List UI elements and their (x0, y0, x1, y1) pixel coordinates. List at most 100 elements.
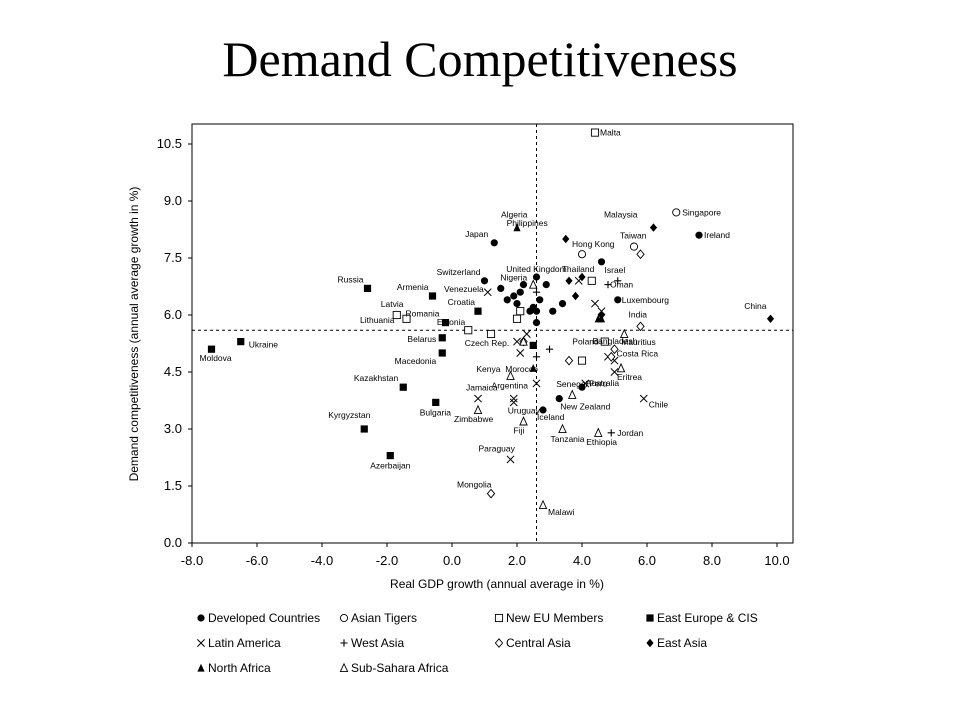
point-label: Fiji (514, 425, 525, 435)
legend-item: Sub-Sahara Africa (339, 661, 449, 675)
data-point (490, 239, 498, 247)
data-point (545, 345, 554, 353)
x-tick-label: 6.0 (638, 553, 656, 568)
point-label: Nigeria (500, 273, 527, 283)
x-tick-label: -8.0 (181, 553, 203, 568)
data-point (538, 499, 548, 510)
legend-label: New EU Members (506, 611, 603, 625)
slide-title: Demand Competitiveness (222, 31, 738, 87)
data-point (591, 299, 599, 308)
data-point (590, 128, 600, 137)
data-point (607, 351, 616, 362)
legend-marker (197, 639, 205, 647)
data-point (529, 341, 537, 349)
legend-label: North Africa (208, 661, 271, 675)
data-point (532, 288, 541, 296)
legend-item: East Asia (646, 636, 707, 650)
data-point (486, 488, 496, 499)
data-point (513, 223, 521, 232)
data-point (519, 281, 528, 289)
data-point (506, 370, 515, 380)
point-label: Singapore (682, 207, 721, 217)
legend-label: Developed Countries (208, 611, 320, 625)
y-axis-title: Demand competitiveness (annual average g… (127, 187, 141, 482)
data-point (614, 296, 622, 304)
legend-label: East Europe & CIS (657, 611, 758, 625)
data-point (480, 277, 489, 285)
point-label: Hong Kong (572, 239, 615, 249)
data-point (516, 307, 525, 316)
data-point (587, 276, 596, 285)
point-label: Macedonia (395, 356, 437, 366)
series-north-africa: Algeria Morocco (501, 210, 606, 374)
axis-ticks: -8.0 -6.0 -4.0 -2.0 0.0 2.0 4.0 6.0 8.0 10.0 0.0 1.… (157, 136, 790, 568)
plot-area (191, 123, 794, 544)
x-tick-label: -2.0 (376, 553, 398, 568)
point-label: Ireland (704, 230, 730, 240)
data-point (539, 406, 547, 414)
data-point (237, 338, 245, 346)
point-label: Eritrea (617, 372, 642, 382)
y-tick-label: 6.0 (164, 307, 182, 322)
point-label: Israel (605, 265, 626, 275)
point-label: Belarus (407, 334, 436, 344)
data-point (532, 353, 541, 361)
data-point (360, 425, 368, 433)
series-east-asia: Philippines Malaysia Thailand China (507, 210, 775, 323)
data-point (503, 296, 511, 304)
point-label: Senegal (556, 379, 587, 389)
data-point (639, 394, 648, 403)
data-point (519, 336, 528, 346)
data-point (614, 277, 622, 285)
data-point (473, 404, 483, 415)
point-label: Russia (338, 274, 364, 284)
y-tick-label: 1.5 (164, 478, 182, 493)
point-label: Mongolia (457, 480, 492, 490)
data-point (610, 368, 619, 376)
x-tick-label: -4.0 (311, 553, 333, 568)
legend-item: Asian Tigers (339, 611, 417, 625)
point-label: Paraguay (479, 443, 516, 453)
point-label: United Kingdom (506, 264, 566, 274)
x-tick-label: 4.0 (573, 553, 591, 568)
point-label: Mauritius (621, 337, 655, 347)
data-point (532, 273, 541, 281)
data-point (516, 349, 525, 357)
point-label: Philippines (507, 218, 548, 228)
series-sub-sahara-africa: Nigeria Mauritius Eritrea Kenya Senegal Zimba… (454, 273, 656, 517)
data-point (474, 394, 482, 403)
data-point (577, 356, 587, 365)
legend-marker (494, 638, 504, 648)
data-point (399, 383, 407, 391)
data-point (542, 281, 550, 289)
data-point (636, 321, 645, 332)
point-label: Venezuela (444, 284, 484, 294)
point-label: Thailand (562, 264, 595, 274)
point-label: Bulgaria (420, 407, 451, 417)
series-east-europe-cis: Russia Armenia Croatia Romania Belarus Macedo… (200, 274, 537, 471)
data-point (536, 296, 544, 304)
legend-label: Central Asia (506, 636, 571, 650)
legend-label: Asian Tigers (351, 611, 417, 625)
point-label: Switzerland (437, 267, 481, 277)
x-tick-label: 2.0 (508, 553, 526, 568)
point-label: Bangladesh (593, 336, 638, 346)
y-tick-label: 3.0 (164, 421, 182, 436)
point-label: Croatia (448, 297, 476, 307)
point-label: Iceland (537, 412, 565, 422)
data-point (581, 379, 590, 388)
data-point (629, 242, 639, 251)
data-point (577, 250, 587, 259)
data-point (610, 344, 619, 355)
series-developed-countries: Japan Switzerland Ireland Israel Luxembourg A… (437, 229, 731, 422)
series-asian-tigers: Singapore Hong Kong Taiwan (572, 207, 721, 259)
legend-marker (197, 663, 205, 672)
x-tick-label: 10.0 (764, 553, 789, 568)
point-label: Australia (586, 378, 619, 388)
data-point (509, 394, 518, 403)
data-point (486, 329, 496, 339)
data-point (513, 300, 521, 308)
data-point (402, 314, 411, 323)
legend-item: West Asia (340, 636, 404, 650)
